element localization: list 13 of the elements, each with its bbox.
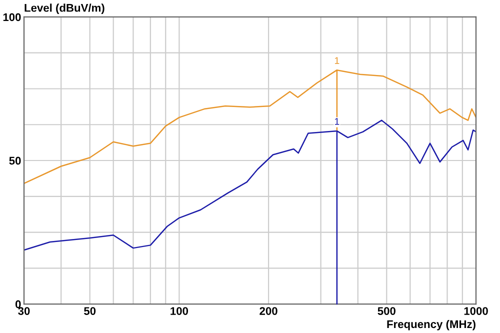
x-tick-label: 500 — [378, 307, 396, 315]
y-axis-title: Level (dBuV/m) — [24, 4, 104, 14]
y-tick-label: 0 — [15, 300, 21, 308]
x-tick-label: 50 — [84, 307, 96, 315]
y-tick-label: 50 — [9, 156, 21, 165]
x-tick-label: 200 — [260, 307, 278, 315]
annotation: 1 — [334, 57, 340, 64]
y-tick-label: 100 — [3, 13, 21, 22]
x-tick-label: 1000 — [464, 307, 488, 315]
x-axis-title: Frequency (MHz) — [387, 320, 476, 330]
x-tick-label: 100 — [170, 307, 188, 315]
annotation: 1 — [334, 118, 340, 125]
x-tick-label: 30 — [18, 307, 30, 315]
